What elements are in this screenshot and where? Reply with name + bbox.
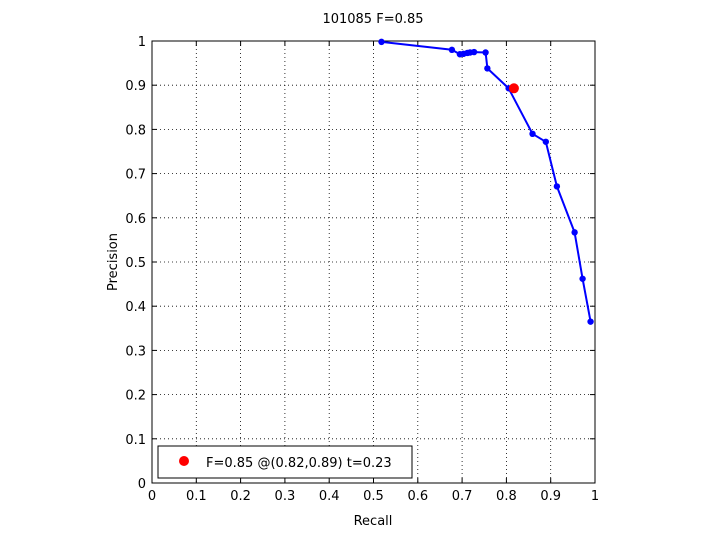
y-tick-label: 0.3	[125, 344, 146, 359]
x-tick-label: 0.1	[186, 489, 207, 504]
x-tick-label: 0.6	[407, 489, 428, 504]
x-tick-label: 0.4	[319, 489, 340, 504]
pr-curve-point	[448, 46, 456, 54]
x-axis-label: Recall	[354, 514, 393, 529]
y-tick-label: 0.5	[125, 256, 146, 271]
pr-curve-point	[482, 49, 489, 56]
grid	[152, 41, 595, 483]
legend: F=0.85 @(0.82,0.89) t=0.23	[157, 445, 413, 479]
x-tick-label: 1	[591, 489, 599, 504]
y-tick-label: 0.9	[125, 79, 146, 94]
x-tick-label: 0.5	[363, 489, 384, 504]
legend-label: F=0.85 @(0.82,0.89) t=0.23	[206, 456, 392, 471]
pr-curve-point	[571, 229, 578, 236]
pr-curve-point	[484, 65, 491, 72]
pr-curve-point	[553, 183, 561, 190]
x-tick-label: 0.7	[452, 489, 473, 504]
x-tick-label: 0.9	[540, 489, 561, 504]
y-tick-label: 0	[138, 477, 146, 492]
best-f-point	[508, 83, 519, 94]
pr-curve-point	[579, 275, 586, 282]
x-tick-label: 0.3	[275, 489, 296, 504]
pr-curve-point	[378, 38, 385, 46]
pr-curve-point	[587, 318, 594, 325]
series	[378, 38, 594, 325]
pr-curve-point	[470, 48, 478, 56]
x-tick-label: 0	[148, 489, 156, 504]
pr-curve-point	[529, 130, 536, 138]
chart-title: 101085 F=0.85	[322, 12, 423, 27]
legend-box	[157, 445, 413, 479]
x-tick-label: 0.8	[496, 489, 517, 504]
pr-curve-point	[542, 138, 550, 145]
y-tick-label: 0.8	[125, 123, 146, 138]
legend-marker	[179, 456, 189, 466]
y-axis-label: Precision	[106, 233, 121, 291]
y-tick-label: 1	[138, 35, 146, 50]
ticks: 0 0.1 0.2 0.3 0.4 0.5 0.6 0.7 0.8 0.9 1 0 0.1 0.2 0.3 0…	[125, 35, 599, 504]
y-tick-label: 0.2	[125, 389, 146, 404]
y-tick-label: 0.6	[125, 212, 146, 227]
y-tick-label: 0.7	[125, 168, 146, 183]
x-tick-label: 0.2	[230, 489, 251, 504]
y-tick-label: 0.4	[125, 300, 146, 315]
y-tick-label: 0.1	[125, 433, 146, 448]
